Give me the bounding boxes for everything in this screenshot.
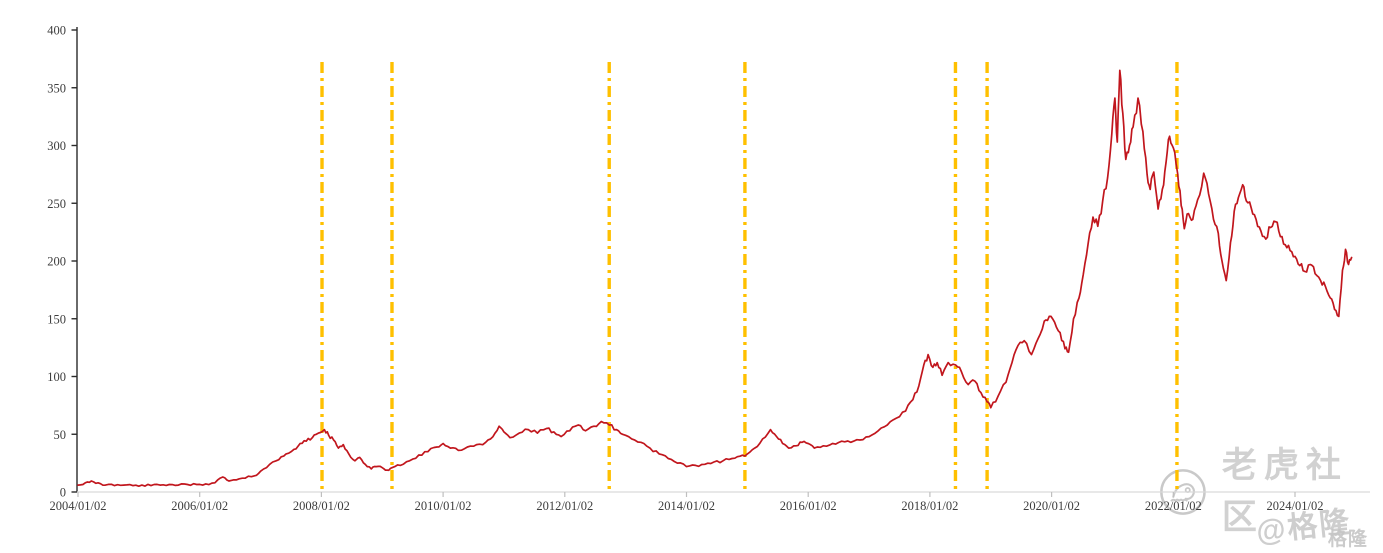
x-tick-label: 2006/01/02 bbox=[171, 499, 228, 513]
event-lines bbox=[320, 62, 1179, 494]
gelonghui-logo-text: 格隆汇 bbox=[1327, 529, 1368, 550]
x-tick-label: 2018/01/02 bbox=[901, 499, 958, 513]
x-tick-label: 2016/01/02 bbox=[780, 499, 837, 513]
y-tick-label: 350 bbox=[47, 81, 66, 95]
x-axis: 2004/01/02 2006/01/02 2008/01/02 2010/01/02… bbox=[50, 491, 1370, 513]
x-tick-label: 2012/01/02 bbox=[536, 499, 593, 513]
y-tick-label: 150 bbox=[47, 312, 66, 326]
gelonghui-logo-watermark: 格隆汇 bbox=[1308, 524, 1383, 553]
x-tick-label: 2020/01/02 bbox=[1023, 499, 1080, 513]
x-tick-label: 2010/01/02 bbox=[415, 499, 472, 513]
x-tick-label: 2014/01/02 bbox=[658, 499, 715, 513]
tiger-community-watermark: 老虎社区 bbox=[1158, 440, 1383, 544]
y-axis: 0 50 100 150 200 250 300 350 400 bbox=[47, 24, 78, 500]
price-line bbox=[77, 69, 1353, 488]
y-tick-label: 250 bbox=[47, 197, 66, 211]
x-tick-label: 2022/01/02 bbox=[1145, 499, 1202, 513]
x-tick-label: 2024/01/02 bbox=[1267, 499, 1324, 513]
y-tick-label: 200 bbox=[47, 255, 66, 269]
tiger-community-watermark-text: 老虎社区 bbox=[1221, 446, 1348, 537]
y-tick-label: 50 bbox=[54, 428, 67, 442]
x-tick-label: 2004/01/02 bbox=[50, 499, 107, 513]
y-tick-label: 300 bbox=[47, 139, 66, 153]
x-tick-label: 2008/01/02 bbox=[293, 499, 350, 513]
y-tick-label: 100 bbox=[47, 370, 66, 384]
y-tick-label: 400 bbox=[47, 24, 66, 38]
y-tick-label: 0 bbox=[60, 486, 66, 500]
